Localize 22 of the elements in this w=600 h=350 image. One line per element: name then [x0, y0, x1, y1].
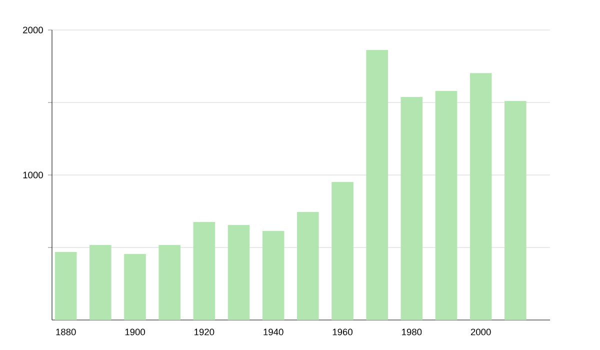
bar	[504, 101, 526, 320]
bar	[400, 96, 423, 320]
x-tick-label: 1940	[264, 328, 284, 336]
x-tick-label: 1980	[402, 328, 422, 336]
x-tick-label: 1880	[56, 328, 76, 336]
x-tick-label: 1920	[194, 328, 214, 336]
bar	[158, 245, 180, 320]
bar	[90, 245, 112, 320]
y-tick-label: 1000	[23, 172, 43, 178]
x-tick-label: 2000	[470, 328, 491, 336]
x-tick-label: 1960	[332, 328, 352, 336]
bar	[332, 182, 354, 320]
bar	[470, 73, 492, 320]
x-tick-label: 1900	[125, 328, 145, 336]
bar	[54, 252, 77, 320]
bar	[228, 225, 250, 320]
bar	[435, 91, 458, 320]
bar	[366, 50, 388, 320]
bar	[193, 222, 216, 320]
bar	[262, 230, 284, 320]
bar	[297, 212, 319, 320]
bar	[124, 254, 146, 320]
